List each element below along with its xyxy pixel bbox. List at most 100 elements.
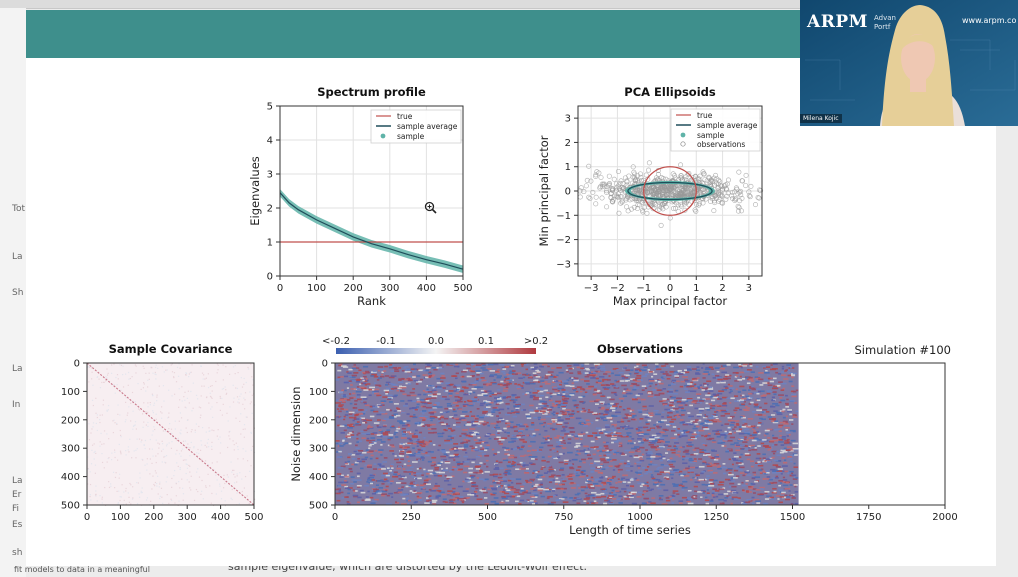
observation-cell [594,364,599,367]
observation-cell [741,416,746,419]
observation-cell [658,438,665,441]
covariance-cell [231,488,233,491]
observation-cell [412,442,418,445]
covariance-cell [192,407,194,409]
observation-cell [432,406,438,409]
covariance-cell [127,412,129,414]
observation-cell [791,374,796,377]
observation-cell [753,403,759,406]
observation-cell [729,388,732,391]
observation-cell [438,490,441,493]
covariance-cell [188,464,190,466]
observation-cell [782,479,788,481]
observation-cell [774,428,777,431]
observation-cell [355,423,362,426]
observation-cell [342,408,349,411]
observation-cell [537,390,540,392]
observation-cell [563,459,569,462]
observation-cell [704,384,707,387]
observation-cell [600,384,606,386]
observation-cell [744,448,748,450]
covariance-cell [122,386,125,388]
observation-cell [462,471,468,474]
observation-cell [552,450,557,453]
observation-cell [504,474,508,476]
observation-cell [649,427,656,430]
observation-cell [546,437,550,439]
observation-cell [564,422,568,424]
observation-cell [754,404,758,407]
observation-cell [696,401,703,404]
covariance-cell [148,378,150,380]
observation-cell [516,412,520,415]
covariance-cell [168,416,170,418]
observation-cell [583,500,587,503]
observation-point [752,202,758,208]
observation-cell [433,463,437,466]
observation-cell [717,483,724,486]
observation-cell [659,471,665,474]
observation-cell [381,412,388,415]
observation-cell [377,463,382,466]
observation-cell [449,448,453,451]
covariance-cell [193,446,195,448]
observation-cell [594,446,599,448]
observation-cell [393,403,399,405]
observation-cell [626,462,631,465]
observation-cell [738,432,745,435]
observation-cell [548,475,554,478]
observation-cell [624,375,628,378]
observation-cell [577,372,582,375]
observation-point [709,178,715,184]
observation-cell [629,392,633,395]
observation-cell [343,415,346,418]
covariance-cell [116,384,118,386]
observation-cell [671,405,675,408]
pca-ylabel: Min principal factor [537,135,551,246]
observation-cell [625,378,629,381]
observation-cell [615,482,618,484]
observation-cell [462,490,469,493]
observation-cell [721,404,728,407]
observation-cell [791,376,794,379]
observation-cell [514,411,520,413]
observation-cell [416,380,422,383]
covariance-cell [165,481,167,483]
observation-cell [713,415,718,418]
covariance-cell [99,445,101,447]
observation-cell [349,432,353,434]
observation-cell [600,495,607,498]
observation-cell [660,376,664,379]
observation-cell [773,490,777,493]
observation-cell [702,424,709,427]
observation-cell [743,436,747,438]
observation-cell [657,454,663,456]
observation-cell [436,382,443,384]
observation-cell [425,376,429,379]
covariance-cell [221,414,223,416]
observation-cell [728,496,731,498]
observation-cell [629,435,632,438]
observation-cell [423,402,428,405]
observation-cell [771,417,777,420]
observation-cell [686,497,692,499]
observation-cell [462,429,468,431]
observation-cell [625,369,631,372]
observation-cell [709,395,714,398]
observation-cell [745,397,749,400]
observation-cell [346,410,349,413]
observation-cell [434,466,440,469]
observation-cell [699,434,704,437]
observation-cell [667,445,672,447]
observation-cell [456,389,460,391]
observation-cell [602,489,607,492]
covariance-cell [88,423,90,425]
bg-fragment: Es [12,520,23,530]
covariance-cell [130,503,132,505]
covariance-cell [106,433,108,435]
observation-cell [464,478,469,481]
covariance-cell [200,458,202,461]
observation-cell [385,381,391,384]
observation-cell [710,457,715,459]
observation-cell [656,432,661,435]
